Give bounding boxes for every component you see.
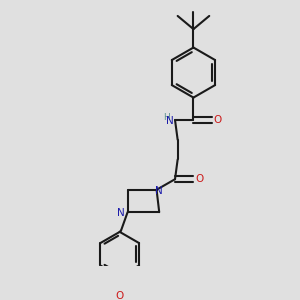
Text: N: N	[117, 208, 125, 218]
Text: N: N	[167, 116, 174, 126]
Text: H: H	[164, 113, 170, 122]
Text: O: O	[116, 291, 124, 300]
Text: N: N	[155, 186, 163, 196]
Text: O: O	[214, 115, 222, 125]
Text: O: O	[195, 174, 203, 184]
